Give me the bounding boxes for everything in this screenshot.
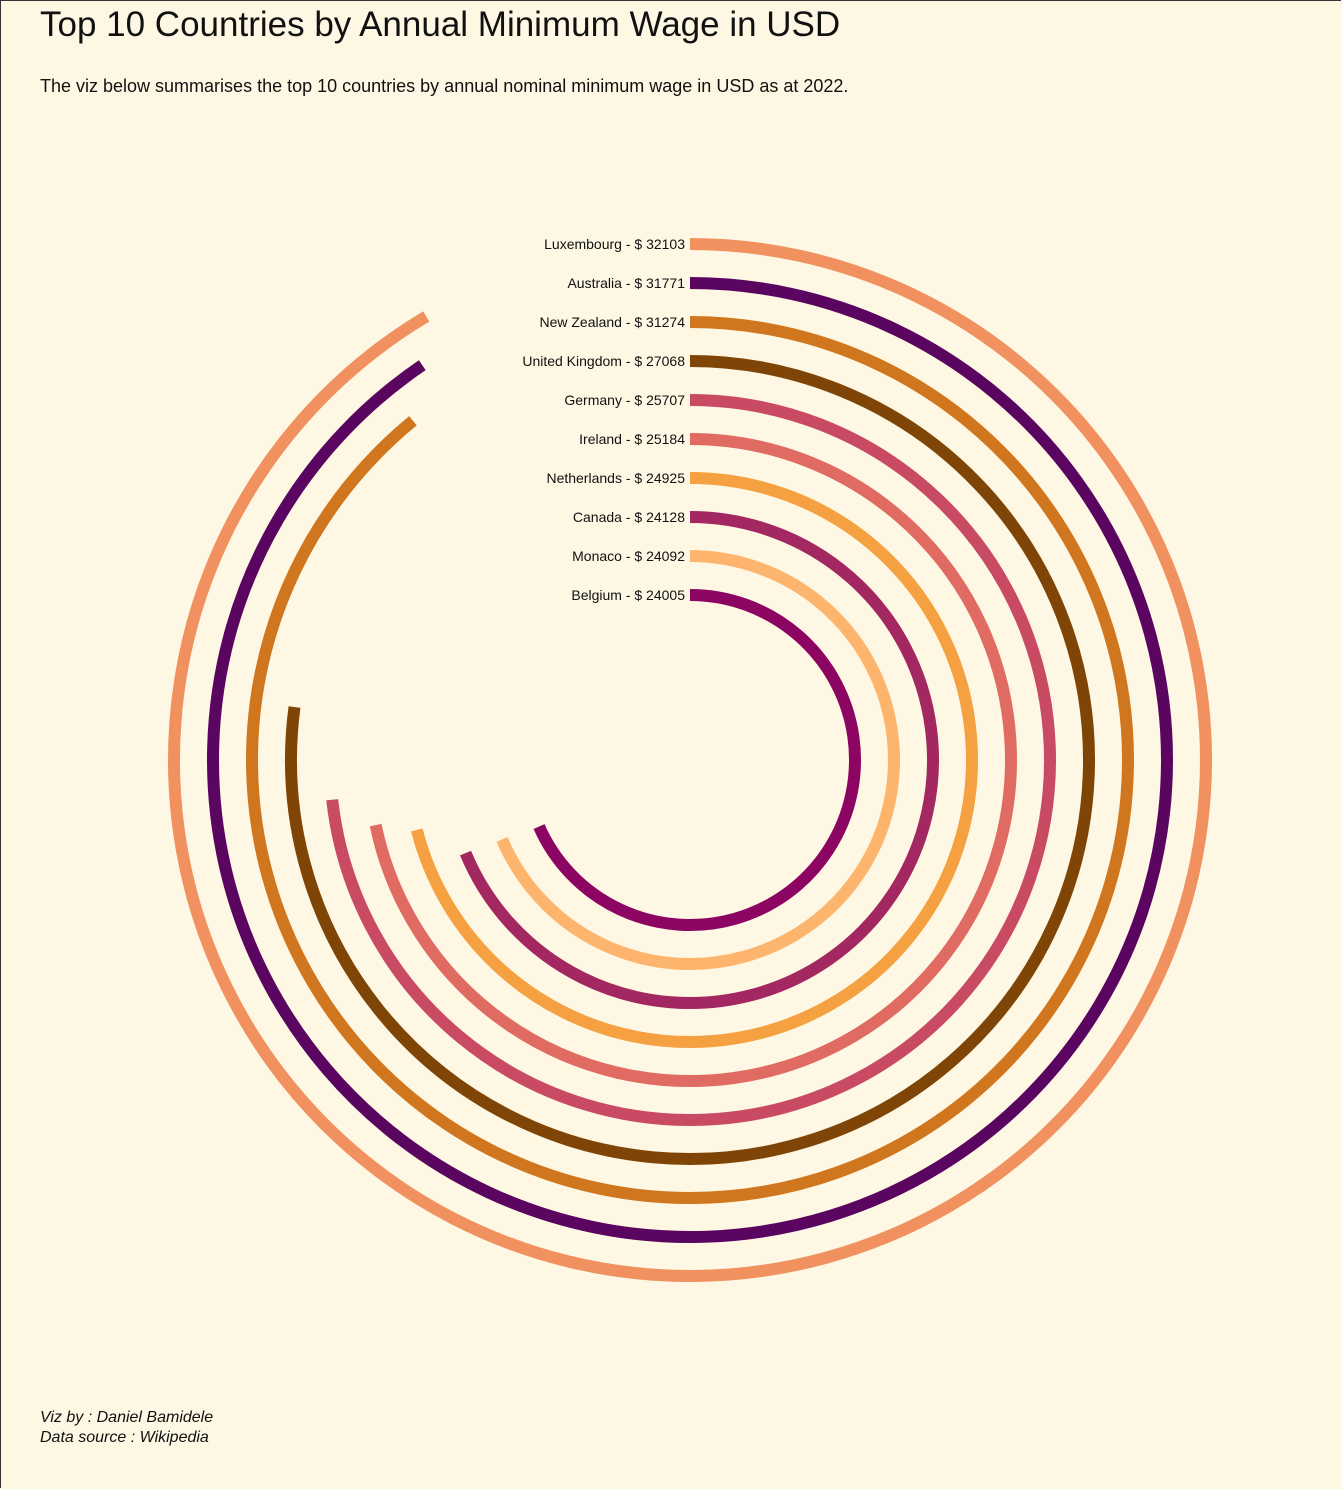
bar-label: Monaco - $ 24092: [572, 548, 685, 564]
bar-label: Luxembourg - $ 32103: [544, 236, 685, 252]
arc-bar-belgium: [533, 589, 861, 931]
chart-subtitle: The viz below summarises the top 10 coun…: [40, 76, 849, 96]
arc-bar-monaco: [496, 550, 900, 970]
arc-bar-ireland: [369, 433, 1017, 1087]
bar-label: United Kingdom - $ 27068: [522, 353, 685, 369]
arc-bar-australia: [207, 277, 1173, 1243]
caption-author: Viz by : Daniel Bamidele: [40, 1409, 214, 1426]
bar-label: Netherlands - $ 24925: [546, 470, 685, 486]
bar-label: Australia - $ 31771: [567, 275, 685, 291]
caption-source: Data source : Wikipedia: [40, 1429, 209, 1446]
arc-bar-germany: [326, 394, 1056, 1126]
arc-bar-new-zealand: [246, 316, 1134, 1204]
caption: Viz by : Daniel Bamidele Data source : W…: [40, 1408, 213, 1448]
arc-bar-united-kingdom: [285, 355, 1095, 1165]
bar-label: Ireland - $ 25184: [579, 431, 685, 447]
arc-bar-luxembourg: [168, 238, 1212, 1282]
bar-label: Germany - $ 25707: [564, 392, 685, 408]
arc-bar-canada: [460, 511, 939, 1009]
arc-bar-netherlands: [411, 472, 978, 1048]
bar-label: New Zealand - $ 31274: [539, 314, 685, 330]
bar-label: Belgium - $ 24005: [571, 587, 685, 603]
bar-label: Canada - $ 24128: [573, 509, 685, 525]
chart-title: Top 10 Countries by Annual Minimum Wage …: [40, 5, 841, 44]
